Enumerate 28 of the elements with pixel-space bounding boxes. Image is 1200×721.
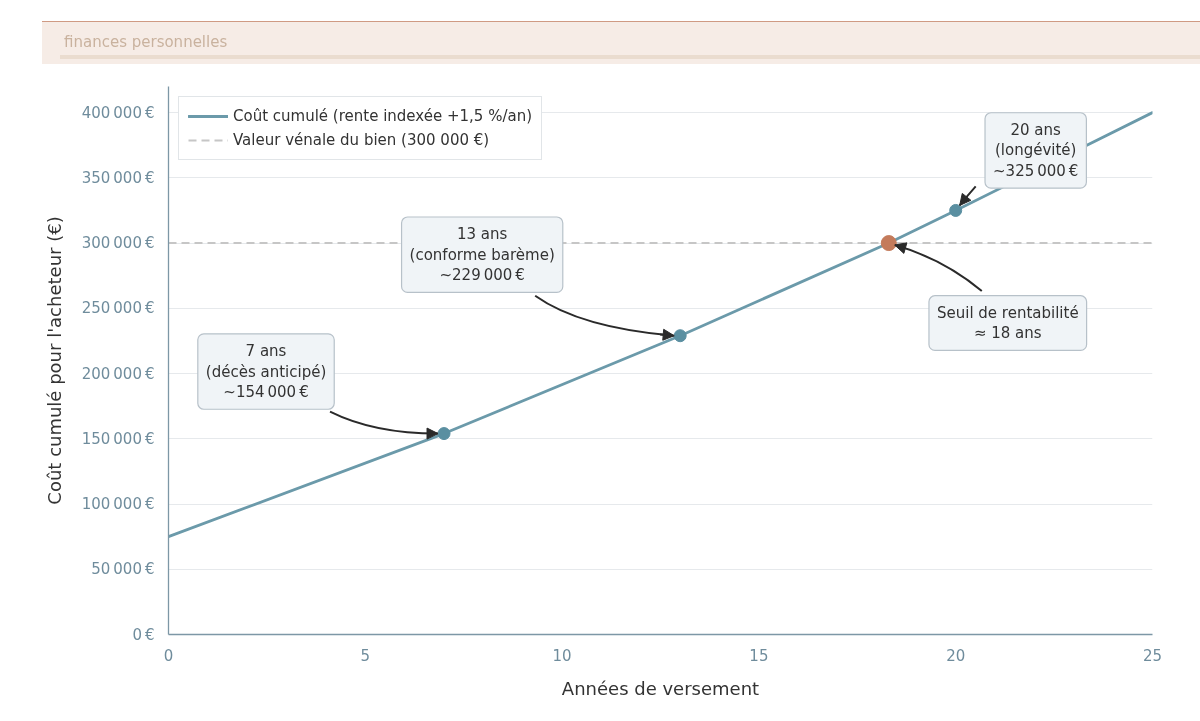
y-tick-label: 100 000 € [81, 495, 155, 514]
legend-label: Coût cumulé (rente indexée +1,5 %/an) [233, 107, 532, 125]
y-tick-label: 250 000 € [81, 299, 155, 318]
annotation: Seuil de rentabilité ≈ 18 ans [936, 303, 1079, 343]
point [949, 203, 963, 217]
x-axis-title: Années de versement [561, 677, 760, 699]
x-tick-label: 25 [1142, 646, 1163, 665]
y-tick-label: 200 000 € [81, 364, 155, 383]
x-tick-label: 15 [749, 646, 769, 665]
y-axis-title: Coût cumulé pour l'acheteur (€) [43, 216, 65, 505]
y-tick-label: 300 000 € [81, 234, 155, 253]
y-tick-label: 0 € [132, 625, 155, 644]
legend-label: Valeur vénale du bien (300 000 €) [233, 131, 490, 149]
y-tick-label: 150 000 € [81, 429, 155, 448]
annotation: 7 ans (décès anticipé) ~154 000 € [205, 341, 327, 402]
point [437, 427, 451, 441]
text: finances personnelles [63, 33, 228, 51]
y-tick-label: 50 000 € [91, 560, 155, 579]
annotation: 20 ans (longévité) ~325 000 € [993, 120, 1079, 181]
point [880, 235, 897, 252]
x-tick-label: 5 [360, 646, 371, 665]
annotation: 13 ans (conforme barème) ~229 000 € [409, 225, 555, 285]
point [673, 329, 687, 343]
x-tick-label: 10 [552, 646, 572, 665]
y-tick-label: 350 000 € [81, 168, 155, 187]
x-tick-label: 20 [946, 646, 966, 665]
y-tick-label: 400 000 € [81, 103, 155, 122]
x-tick-label: 0 [163, 646, 174, 665]
